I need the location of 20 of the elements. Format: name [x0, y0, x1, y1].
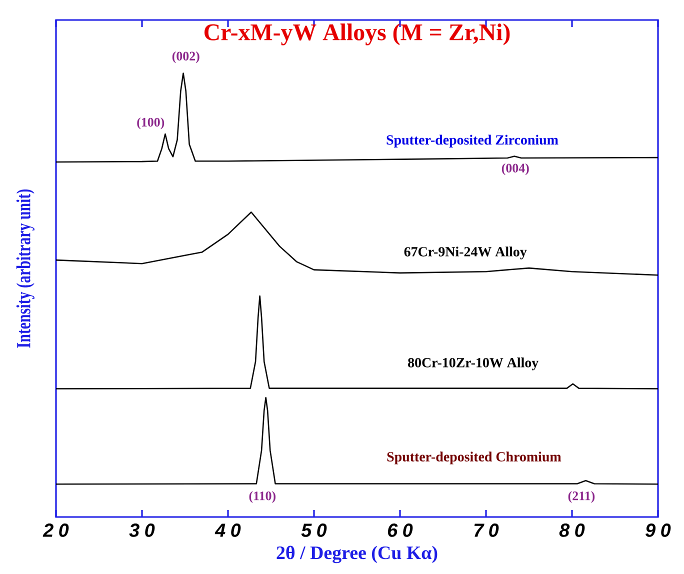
x-tick-label: 4 0 [214, 524, 241, 537]
series-label: 67Cr-9Ni-24W Alloy [404, 246, 527, 260]
x-tick-label: 3 0 [129, 524, 155, 537]
x-tick-label: 8 0 [559, 524, 585, 537]
x-tick-label: 6 0 [388, 524, 413, 537]
y-axis-title: Intensity (arbitrary unit) [16, 189, 34, 348]
chart-title: Cr-xM-yW Alloys (M = Zr,Ni) [204, 24, 510, 46]
annotation: (211) [568, 491, 595, 503]
x-tick-label: 2 0 [42, 524, 69, 537]
x-tick-label: 5 0 [301, 524, 327, 537]
annotation: (004) [502, 163, 529, 176]
series-label: Sputter-deposited Zirconium [386, 134, 558, 148]
annotation: (002) [172, 51, 200, 64]
x-axis-title: 2θ / Degree (Cu Kα) [276, 546, 438, 564]
series-label: 80Cr-10Zr-10W Alloy [408, 358, 538, 370]
x-tick-label: 9 0 [646, 524, 671, 537]
annotation: (110) [249, 491, 276, 503]
annotation: (100) [137, 117, 164, 130]
x-tick-label: 7 0 [474, 524, 499, 537]
series-label: Sputter-deposited Chromium [387, 452, 562, 464]
